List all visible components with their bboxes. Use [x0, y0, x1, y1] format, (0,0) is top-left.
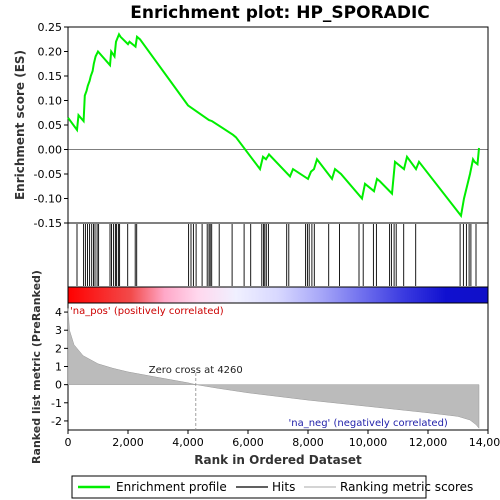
- es-plot-frame: [68, 27, 488, 223]
- legend-ranking-label: Ranking metric scores: [340, 480, 473, 494]
- es-panel: -0.15-0.10-0.050.000.050.100.150.200.25 …: [13, 21, 488, 230]
- zero-cross-label: Zero cross at 4260: [149, 365, 243, 376]
- positive-correlation-label: 'na_pos' (positively correlated): [70, 306, 224, 317]
- es-y-tick-label: 0.00: [38, 144, 63, 157]
- rank-y-tick-label: -2: [51, 415, 62, 428]
- es-y-tick-label: 0.15: [38, 70, 63, 83]
- rank-y-tick-label: 4: [55, 306, 62, 319]
- x-axis-label: Rank in Ordered Dataset: [194, 453, 362, 467]
- x-axis: 0 2,000 4,000 6,000 8,000 10,000 12,000 14,000: [65, 430, 500, 449]
- legend: Enrichment profile Hits Ranking metric s…: [72, 476, 473, 498]
- es-y-tick-label: -0.15: [34, 217, 62, 230]
- x-tick-label: 8,000: [292, 436, 324, 449]
- legend-enrichment-label: Enrichment profile: [116, 480, 227, 494]
- x-tick-label: 2,000: [112, 436, 144, 449]
- hits-panel: [68, 223, 488, 287]
- rank-color-bar: [68, 287, 488, 303]
- rank-y-tick-label: 0: [55, 379, 62, 392]
- es-y-tick-label: 0.20: [38, 46, 63, 59]
- es-y-tick-label: -0.10: [34, 193, 62, 206]
- x-tick-label: 10,000: [349, 436, 388, 449]
- chart-title: Enrichment plot: HP_SPORADIC: [130, 3, 430, 23]
- x-tick-label: 12,000: [409, 436, 448, 449]
- hits-plot-frame: [68, 223, 488, 287]
- es-y-tick-label: 0.25: [38, 21, 63, 34]
- x-tick-label: 4,000: [172, 436, 204, 449]
- x-tick-label: 14,000: [469, 436, 500, 449]
- es-y-axis: -0.15 -0.10 -0.05 0.00 0.05 0.10 0.15 0.20 0.25: [34, 21, 68, 230]
- es-y-tick-label: -0.05: [34, 168, 62, 181]
- rank-y-tick-label: -1: [51, 397, 62, 410]
- rank-y-tick-label: 2: [55, 342, 62, 355]
- rank-y-axis: -2 -1 0 1 2 3 4: [51, 306, 68, 428]
- rank-y-label: Ranked list metric (PreRanked): [30, 270, 43, 464]
- es-y-label: Enrichment score (ES): [13, 50, 27, 200]
- legend-hits-label: Hits: [272, 480, 295, 494]
- rank-y-tick-label: 3: [55, 324, 62, 337]
- x-tick-label: 6,000: [232, 436, 264, 449]
- es-y-tick-label: 0.05: [38, 119, 63, 132]
- es-y-tick-label: 0.10: [38, 95, 63, 108]
- x-tick-label: 0: [65, 436, 72, 449]
- negative-correlation-label: 'na_neg' (negatively correlated): [289, 418, 448, 429]
- rank-y-tick-label: 1: [55, 361, 62, 374]
